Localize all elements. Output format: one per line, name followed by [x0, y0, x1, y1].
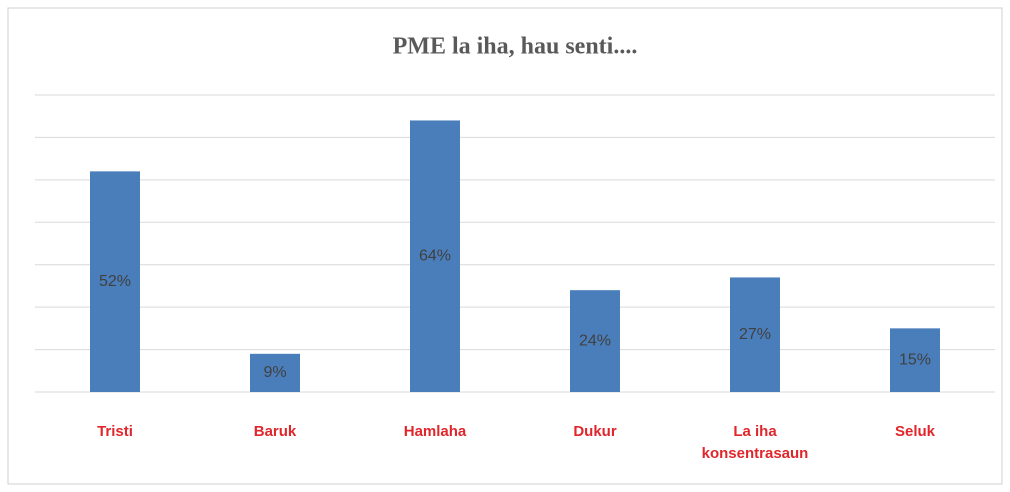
x-tick-label: Hamlaha — [403, 423, 467, 440]
value-label: 15% — [899, 351, 931, 368]
chart-title: PME la iha, hau senti.... — [393, 34, 638, 60]
value-label: 64% — [419, 247, 451, 264]
x-tick-label: Seluk — [894, 423, 936, 440]
value-label: 27% — [739, 326, 771, 343]
value-label: 24% — [579, 332, 611, 349]
x-tick-label: La iha konsentrasaun — [701, 423, 809, 462]
bar — [250, 353, 300, 392]
bar — [890, 328, 940, 392]
bar — [410, 120, 460, 392]
value-label: 52% — [99, 273, 131, 290]
x-tick-label: Dukur — [573, 423, 617, 440]
bar — [570, 290, 620, 392]
value-label: 9% — [263, 364, 286, 381]
bar — [90, 171, 140, 392]
x-tick-label: Baruk — [253, 423, 297, 440]
x-tick-label: Tristi — [97, 423, 133, 440]
chart-frame — [7, 7, 1003, 485]
bar — [730, 277, 780, 392]
